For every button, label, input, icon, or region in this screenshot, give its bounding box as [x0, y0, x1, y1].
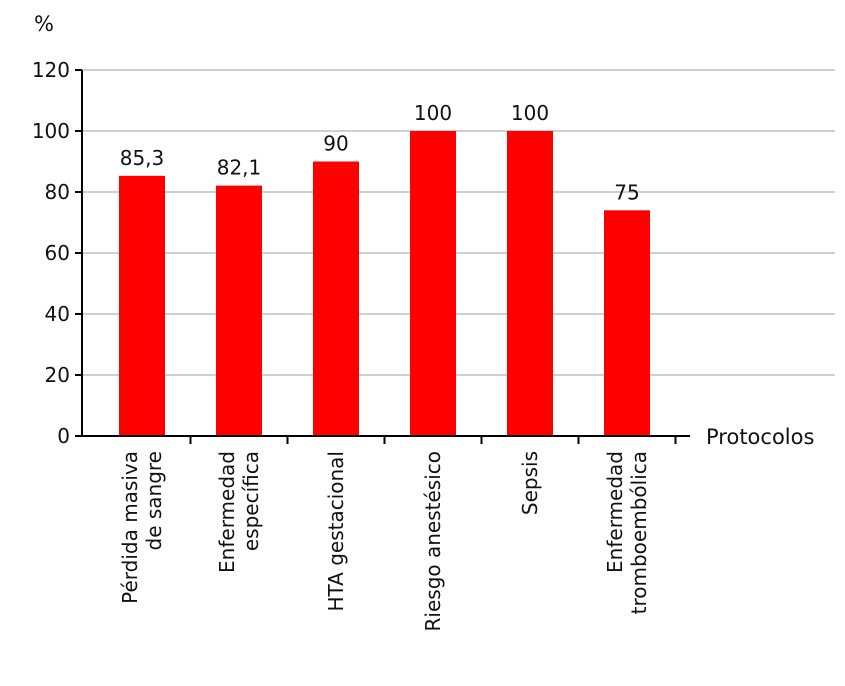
bar	[507, 131, 553, 436]
data-label: 82,1	[217, 156, 262, 180]
y-axis-title: %	[34, 12, 54, 36]
x-axis-title: Protocolos	[706, 425, 814, 449]
category-label: tromboembólica	[627, 451, 651, 614]
bar	[216, 185, 262, 436]
bar	[119, 175, 165, 436]
data-label: 75	[614, 180, 639, 204]
y-tick-label: 80	[45, 180, 70, 204]
bar	[604, 210, 650, 436]
y-tick-label: 60	[45, 241, 70, 265]
y-tick-label: 40	[45, 302, 70, 326]
category-label: Pérdida masiva	[118, 451, 142, 604]
data-label: 100	[414, 101, 452, 125]
bars	[119, 131, 650, 436]
bar	[410, 131, 456, 436]
y-tick-label: 120	[32, 58, 70, 82]
category-label: Enfermedad	[215, 451, 239, 573]
category-label: Riesgo anestésico	[421, 451, 445, 631]
y-tick-label: 100	[32, 119, 70, 143]
labels: 0 20 40 60 80 100 120 85,3 Pérdida masiva de sang…	[32, 58, 651, 631]
category-label: HTA gestacional	[324, 451, 348, 612]
category-label: Enfermedad	[603, 451, 627, 573]
gridlines	[82, 69, 835, 376]
bar	[313, 161, 359, 436]
axes	[75, 69, 690, 444]
y-tick-label: 0	[57, 424, 70, 448]
y-tick-label: 20	[45, 363, 70, 387]
data-label: 85,3	[120, 146, 165, 170]
category-label: específica	[239, 451, 263, 551]
category-label: Sepsis	[518, 451, 542, 515]
category-label: de sangre	[142, 451, 166, 551]
data-label: 100	[511, 101, 549, 125]
data-label: 90	[323, 132, 348, 156]
